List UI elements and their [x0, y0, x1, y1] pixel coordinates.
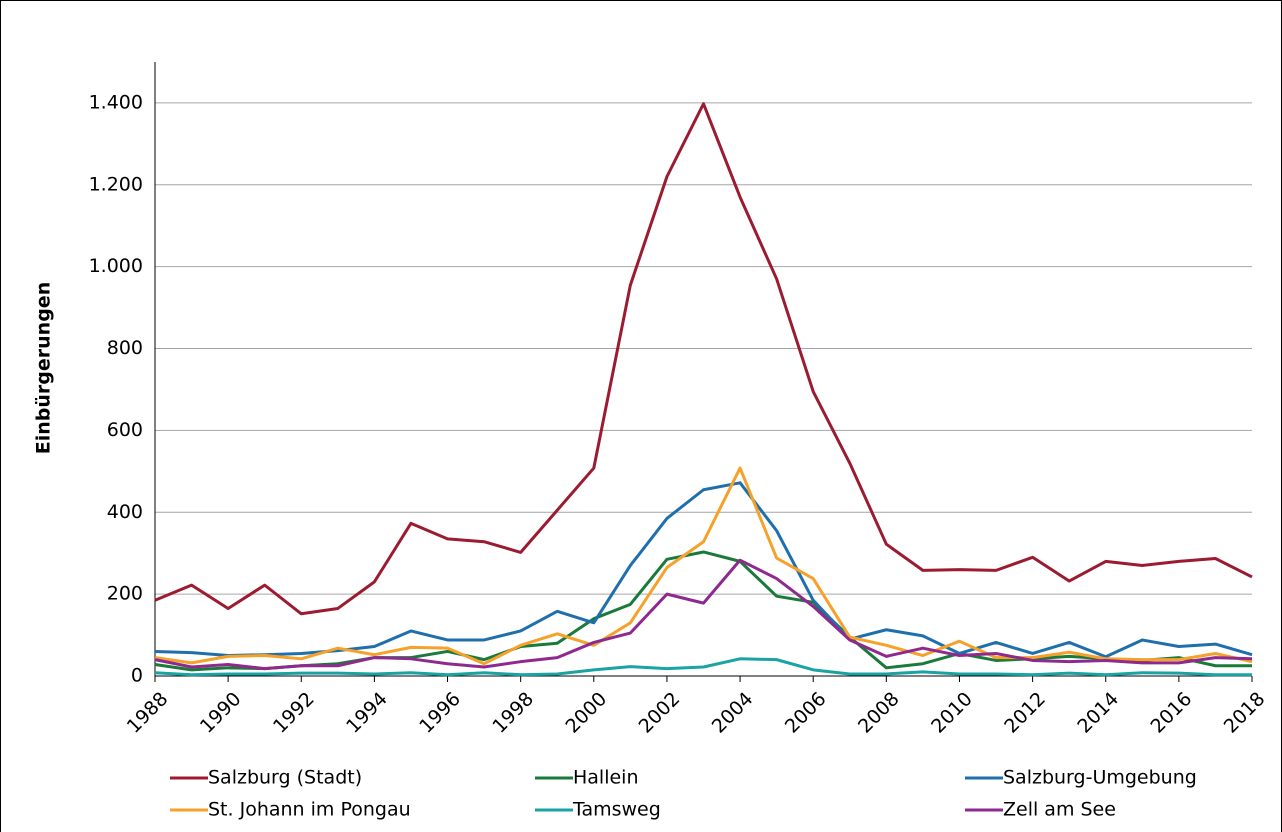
series-line [154, 657, 1252, 677]
x-tick-label: 2004 [708, 688, 758, 738]
legend-label: Salzburg (Stadt) [208, 767, 362, 789]
y-tick-label: 0 [131, 665, 143, 687]
legend-label: St. Johann im Pongau [208, 799, 411, 821]
x-tick-label: 2014 [1073, 688, 1123, 738]
x-tick-label: 2006 [781, 688, 831, 738]
x-tick-label: 1996 [415, 688, 465, 738]
y-tick-label: 600 [107, 419, 143, 441]
y-tick-label: 1.400 [89, 91, 143, 113]
y-tick-label: 1.200 [89, 173, 143, 195]
x-tick-label: 2010 [927, 688, 977, 738]
y-tick-label: 800 [107, 337, 143, 359]
x-tick-label: 2002 [635, 688, 685, 738]
series-line [154, 558, 1253, 671]
series-line [154, 481, 1253, 659]
x-tick-label: 2012 [1000, 688, 1050, 738]
y-tick-label: 400 [107, 501, 143, 523]
legend-label: Tamsweg [572, 799, 661, 821]
series-line [154, 102, 1253, 616]
legend-label: Salzburg-Umgebung [1003, 767, 1197, 789]
x-tick-label: 2000 [561, 688, 611, 738]
y-tick-label: 200 [107, 583, 143, 605]
x-tick-label: 1998 [488, 688, 538, 738]
x-tick-label: 2016 [1147, 688, 1197, 738]
series-line [154, 466, 1253, 666]
legend-label: Hallein [573, 767, 639, 789]
x-tick-label: 2018 [1220, 688, 1270, 738]
legend-label: Zell am See [1003, 799, 1116, 821]
x-tick-label: 1992 [269, 688, 319, 738]
series-line [154, 550, 1252, 672]
y-axis-title: Einbürgerungen [33, 282, 55, 454]
y-tick-label: 1.000 [89, 255, 143, 277]
x-tick-label: 1994 [342, 688, 392, 738]
x-tick-label: 1990 [196, 688, 246, 738]
x-tick-label: 2008 [854, 688, 904, 738]
x-tick-label: 1988 [123, 688, 173, 738]
